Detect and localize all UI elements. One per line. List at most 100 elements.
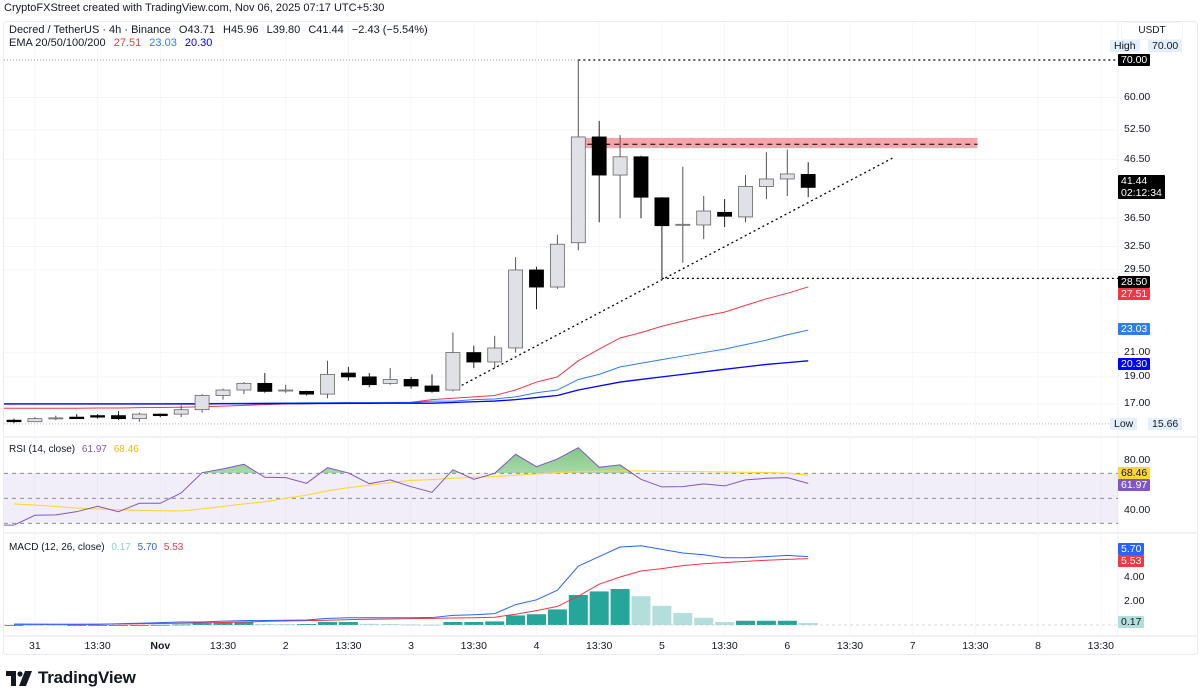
- candle-body: [654, 197, 670, 227]
- rsi-tick-label: 40.00: [1124, 504, 1151, 517]
- candle-body: [445, 352, 461, 391]
- macd-histogram-bar: [4, 625, 24, 626]
- candle: [487, 335, 503, 369]
- ema50-value: 23.03: [149, 37, 177, 49]
- time-axis-label: 13:30: [84, 640, 111, 652]
- candle-body: [717, 211, 732, 217]
- candle: [340, 366, 356, 381]
- macd-histogram-bar: [255, 623, 275, 625]
- macd-histogram-bar: [171, 624, 191, 626]
- ema20-value: 27.51: [113, 37, 142, 49]
- ema100-value: 20.30: [184, 37, 213, 49]
- macd-histogram-bar: [506, 615, 526, 625]
- price-tick-label: 52.50: [1124, 123, 1151, 136]
- ema-legend-label[interactable]: EMA 20/50/100/200: [9, 37, 106, 49]
- rsi-overbought-fill: [14, 447, 809, 474]
- price-tick-label: 60.00: [1124, 90, 1151, 103]
- change-value: −2.43 (−5.54%): [351, 24, 428, 36]
- candle-body: [675, 223, 691, 226]
- macd-legend-label[interactable]: MACD (12, 26, close): [9, 542, 105, 553]
- price-tag: 70.00: [1118, 54, 1151, 66]
- time-axis-label: 13:30: [962, 640, 989, 652]
- symbol-legend: Decred / TetherUS · 4h · Binance O43.71 …: [9, 24, 433, 50]
- time-axis-label: 13:30: [460, 640, 487, 652]
- price-tick-label: 36.50: [1124, 211, 1151, 224]
- time-axis-label: 13:30: [836, 640, 864, 652]
- macd-histogram-bar: [401, 624, 421, 626]
- candle-body: [591, 136, 607, 176]
- candle: [278, 384, 294, 393]
- price-tag: 5.53: [1118, 554, 1145, 567]
- rsi-tick-label: 80.00: [1124, 454, 1151, 467]
- candle: [131, 412, 147, 422]
- macd-histogram-bar: [46, 625, 66, 626]
- attribution-text: CryptoFXStreet created with TradingView.…: [4, 2, 385, 14]
- macd-histogram-bar: [631, 596, 651, 625]
- macd-histogram-bar: [756, 620, 776, 625]
- candle-body: [152, 413, 168, 417]
- macd-histogram-bar: [129, 625, 149, 626]
- macd-histogram-bar: [547, 609, 567, 625]
- candle: [194, 394, 210, 413]
- price-tag: 5.70: [1118, 542, 1145, 555]
- candle: [236, 382, 252, 395]
- candle: [675, 166, 691, 263]
- currency-label[interactable]: USDT: [1121, 22, 1183, 40]
- macd-tick-label: 4.00: [1124, 570, 1145, 583]
- time-axis-label: 31: [29, 640, 41, 652]
- price-tick-label: 32.50: [1124, 239, 1151, 252]
- candle: [424, 374, 440, 393]
- macd-legend-value: 5.70: [137, 542, 158, 553]
- price-tick-label: 17.00: [1124, 397, 1151, 410]
- candle-body: [131, 413, 147, 420]
- time-axis-label: 4: [533, 640, 540, 652]
- macd-signal-line: [13, 558, 809, 625]
- macd-histogram-bar: [25, 625, 45, 626]
- tradingview-logo[interactable]: TradingView: [6, 668, 136, 688]
- candle: [550, 234, 565, 289]
- candle-body: [800, 174, 816, 188]
- candle: [654, 197, 670, 279]
- candle: [508, 257, 524, 353]
- candle-body: [403, 379, 419, 387]
- candle-body: [320, 373, 335, 395]
- candle: [570, 60, 586, 251]
- candle: [466, 345, 482, 369]
- candle-body: [278, 389, 294, 392]
- macd-histogram-bar: [297, 624, 317, 626]
- candle: [633, 155, 649, 219]
- price-tag: 20.30: [1118, 358, 1151, 371]
- macd-histogram-bar: [67, 625, 87, 626]
- candle-body: [299, 390, 315, 395]
- candle-body: [90, 415, 105, 418]
- last-price-tag: 41.44 02:12:34: [1118, 175, 1165, 200]
- macd-histogram-bar: [589, 591, 609, 625]
- tradingview-logo-icon: [6, 670, 32, 686]
- ema-line-100: [4, 360, 809, 405]
- close-value: C41.44: [308, 24, 344, 36]
- candle-body: [738, 186, 753, 218]
- candle-body: [529, 269, 544, 288]
- macd-histogram-bar: [276, 624, 296, 626]
- time-axis-label: Nov: [150, 640, 171, 652]
- candle: [800, 162, 816, 198]
- macd-histogram-bar: [798, 622, 818, 625]
- candle: [215, 388, 231, 400]
- last-price-value: 41.44: [1121, 175, 1148, 188]
- time-axis-label: 5: [658, 640, 665, 652]
- macd-histogram-bar: [88, 625, 108, 626]
- candle: [361, 373, 377, 388]
- candle: [612, 135, 628, 219]
- macd-histogram-bar: [443, 622, 463, 625]
- macd-hist-legend-value: 0.17: [111, 542, 131, 553]
- tradingview-logo-text: TradingView: [38, 668, 136, 687]
- macd-tick-label: 2.00: [1124, 594, 1145, 607]
- candle: [738, 175, 753, 223]
- symbol-title[interactable]: Decred / TetherUS · 4h · Binance: [9, 24, 171, 36]
- candle-body: [424, 385, 440, 392]
- rsi-legend-label[interactable]: RSI (14, close): [9, 444, 76, 455]
- candle: [696, 195, 712, 240]
- candle-body: [111, 415, 126, 420]
- macd-histogram-bar: [610, 589, 630, 625]
